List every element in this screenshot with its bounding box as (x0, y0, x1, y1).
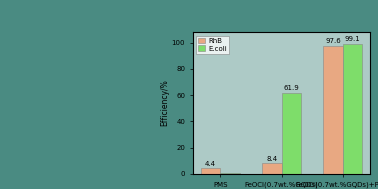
Bar (343, 44, 363, 174)
Text: 8.4: 8.4 (266, 156, 277, 162)
Text: 61.9: 61.9 (284, 85, 299, 91)
Bar (282, 93, 301, 174)
Text: 4.4: 4.4 (205, 161, 216, 167)
Bar (262, 163, 282, 174)
Text: 97.6: 97.6 (325, 39, 341, 44)
Y-axis label: Efficiency/%: Efficiency/% (160, 80, 169, 126)
Bar (201, 168, 220, 174)
Legend: RhB, E.coli: RhB, E.coli (196, 36, 229, 54)
Text: 99.1: 99.1 (345, 36, 361, 43)
Bar (220, 173, 240, 174)
Bar (323, 46, 343, 174)
